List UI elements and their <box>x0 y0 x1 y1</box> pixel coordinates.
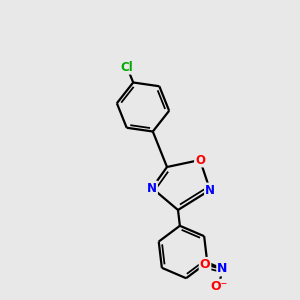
Text: O: O <box>200 258 210 271</box>
Text: N: N <box>217 262 228 275</box>
Text: O⁻: O⁻ <box>210 280 227 293</box>
Text: N: N <box>205 184 215 196</box>
Text: N: N <box>147 182 157 194</box>
Text: Cl: Cl <box>121 61 134 74</box>
Text: O: O <box>195 154 205 166</box>
